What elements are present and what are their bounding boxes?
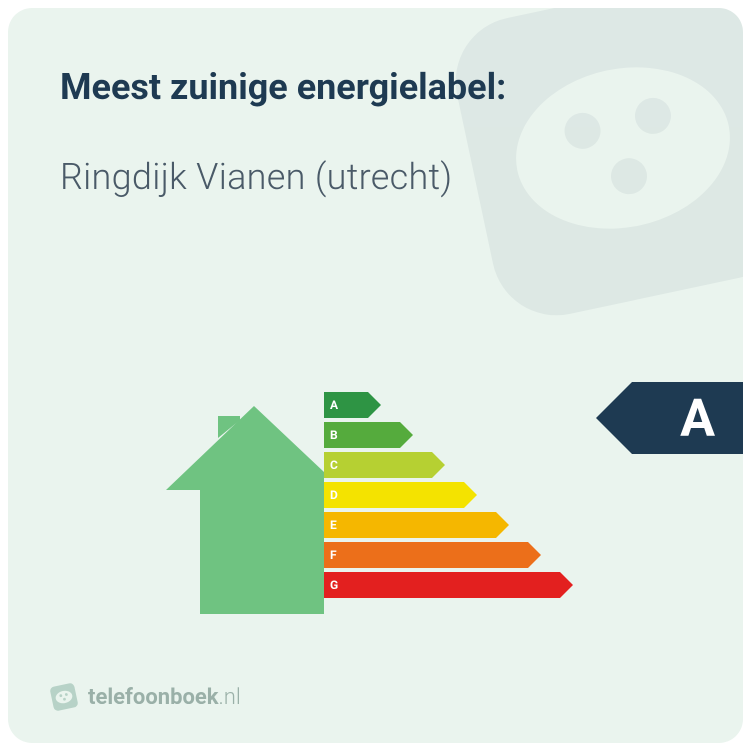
energy-label-card: Meest zuinige energielabel: Ringdijk Via… (8, 8, 743, 743)
bar-letter: B (330, 428, 338, 442)
location-subtitle: Ringdijk Vianen (utrecht) (60, 156, 691, 198)
bar-shape: F (324, 542, 528, 568)
bar-letter: A (330, 398, 338, 412)
bar-letter: E (330, 518, 337, 532)
energy-bar-e: E (324, 512, 560, 538)
bar-letter: C (330, 458, 338, 472)
brand-logo-icon (50, 683, 78, 711)
content-area: Meest zuinige energielabel: Ringdijk Via… (8, 8, 743, 198)
bar-shape: G (324, 572, 560, 598)
brand-tld: .nl (219, 685, 241, 710)
energy-bar-f: F (324, 542, 560, 568)
energy-bar-d: D (324, 482, 560, 508)
energy-bar-a: A (324, 392, 560, 418)
bar-letter: G (330, 578, 338, 592)
selected-energy-badge: A (632, 382, 743, 454)
brand-name: telefoonboek (88, 685, 219, 710)
bar-shape: D (324, 482, 464, 508)
energy-bar-g: G (324, 572, 560, 598)
footer-brand: telefoonboek.nl (50, 683, 241, 711)
bar-letter: D (330, 488, 338, 502)
energy-bar-c: C (324, 452, 560, 478)
energy-bar-b: B (324, 422, 560, 448)
bar-shape: E (324, 512, 496, 538)
bar-shape: B (324, 422, 400, 448)
bar-shape: C (324, 452, 432, 478)
brand-text: telefoonboek.nl (88, 685, 241, 710)
house-icon (166, 406, 324, 618)
bar-letter: F (330, 548, 337, 562)
bar-shape: A (324, 392, 368, 418)
energy-bars: A B C D E F G (324, 392, 560, 602)
page-title: Meest zuinige energielabel: (60, 66, 691, 108)
selected-energy-letter: A (680, 388, 715, 449)
